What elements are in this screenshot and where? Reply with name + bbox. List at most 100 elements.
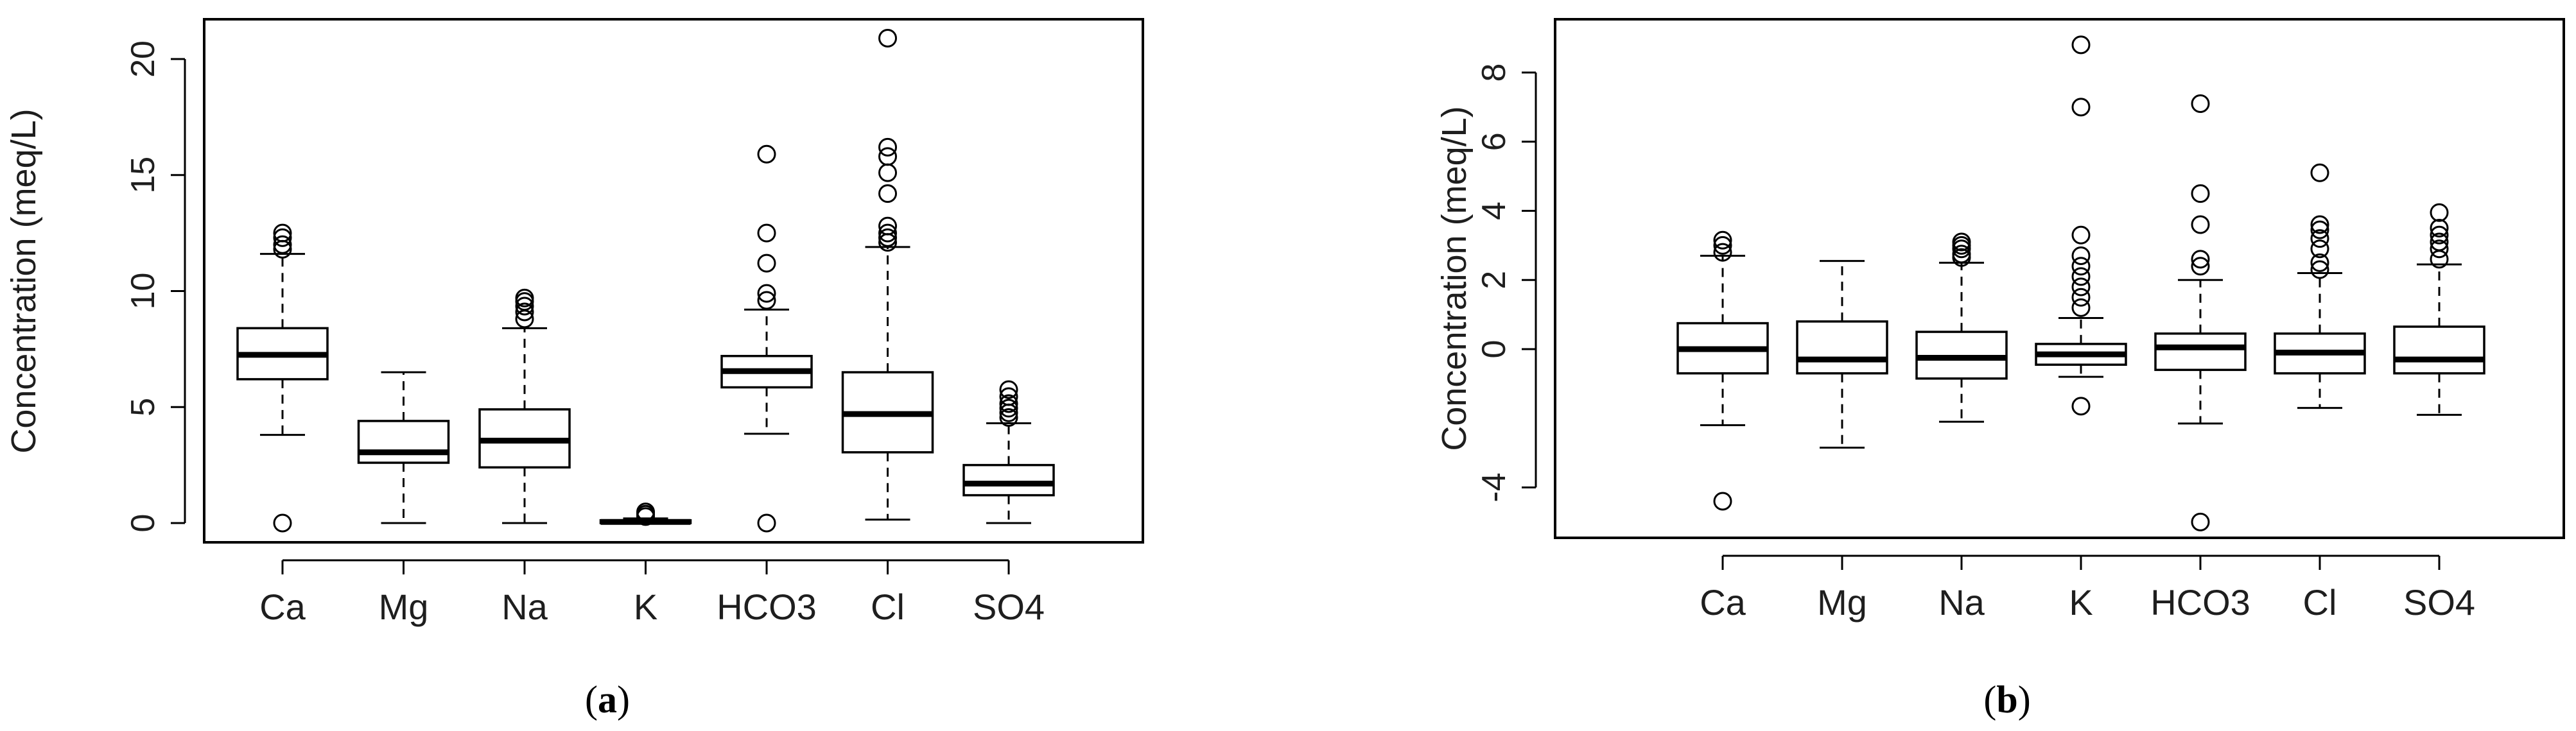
y-tick-label: -4 [1475, 472, 1513, 502]
iqr-box [2393, 325, 2485, 375]
x-tick-label: Mg [1817, 582, 1867, 623]
y-axis-title: Concentration (meq/L) [1435, 106, 1474, 451]
y-tick-label: 0 [1475, 340, 1513, 359]
outlier-point [515, 288, 534, 307]
outlier-point [273, 513, 292, 533]
box-k [599, 503, 692, 526]
outlier-point [2071, 298, 2091, 317]
outlier-point [2430, 232, 2449, 252]
outlier-point [2310, 229, 2329, 248]
iqr-box [1796, 320, 1888, 375]
panel-b: -4 0 2 4 6 8 Concentration (meq/L) Ca Mg Na K HCO3 C… [1435, 18, 2565, 721]
box-mg [1796, 260, 1888, 449]
y-tick-label: 0 [125, 514, 162, 533]
x-tick-label: Na [1938, 582, 1985, 623]
x-tick-label: Cl [871, 587, 905, 627]
outlier-point [999, 380, 1018, 399]
panel-label-letter: a [598, 678, 617, 721]
outlier-point [2071, 288, 2091, 307]
outlier-point [515, 297, 534, 316]
outlier-point [757, 291, 776, 310]
outlier-point [878, 137, 897, 157]
y-tick-label: 15 [125, 157, 162, 194]
panel-label-close: ) [2018, 678, 2031, 721]
iqr-box [357, 420, 450, 464]
outlier-point [878, 228, 897, 247]
outlier-point [2191, 215, 2210, 234]
box-cl [2274, 163, 2366, 409]
outlier-point [999, 408, 1018, 427]
iqr-box [962, 463, 1055, 497]
panel-label-close: ) [617, 678, 630, 721]
box-hco3 [720, 144, 813, 533]
outlier-point [1713, 236, 1732, 255]
panel-label: (a) [585, 678, 630, 721]
outlier-point [2310, 253, 2329, 272]
outlier-point [2191, 94, 2210, 113]
outlier-point [757, 284, 776, 303]
outlier-point [273, 228, 292, 247]
outlier-point [2430, 218, 2449, 237]
x-tick-label: HCO3 [2150, 582, 2250, 623]
x-tick-label: Mg [379, 587, 429, 627]
outlier-point [757, 223, 776, 243]
outlier-point [515, 302, 534, 322]
outlier-point [878, 184, 897, 203]
panel-a: 0 5 10 15 20 Concentration (meq/L) Ca Mg Na K HCO3… [4, 18, 1144, 721]
x-tick-label: Cl [2303, 582, 2337, 623]
outlier-point [2310, 215, 2329, 234]
y-tick-label: 2 [1475, 271, 1513, 289]
x-tick-label: Na [501, 587, 548, 627]
outlier-point [2191, 257, 2210, 276]
outlier-point [757, 254, 776, 273]
box-ca [236, 223, 329, 533]
x-tick-label: HCO3 [717, 587, 817, 627]
outlier-point [2071, 257, 2091, 276]
outlier-point [878, 28, 897, 47]
outlier-point [878, 216, 897, 236]
outlier-point [2430, 225, 2449, 245]
outlier-point [2071, 267, 2091, 286]
y-tick-label: 4 [1475, 202, 1513, 220]
y-tick-label: 8 [1475, 64, 1513, 82]
outlier-point [273, 235, 292, 254]
outlier-point [2310, 220, 2329, 239]
outlier-point [2071, 397, 2091, 416]
outlier-point [2310, 260, 2329, 279]
box-ca [1676, 230, 1769, 511]
outlier-point [999, 387, 1018, 406]
outlier-point [2310, 239, 2329, 259]
panel-label-open: ( [585, 678, 598, 721]
box-so4 [962, 380, 1055, 524]
outlier-point [2071, 277, 2091, 297]
x-tick-label: SO4 [973, 587, 1045, 627]
y-tick-label: 20 [125, 40, 162, 78]
box-hco3 [2154, 94, 2247, 531]
panel-label-letter: b [1996, 678, 2017, 721]
y-tick-label: 6 [1475, 132, 1513, 151]
panel-label-open: ( [1983, 678, 1996, 721]
outlier-point [878, 147, 897, 166]
panel-label: (b) [1983, 678, 2030, 721]
y-tick-label: 10 [125, 273, 162, 310]
box-na [478, 288, 571, 524]
x-tick-label: SO4 [2403, 582, 2475, 623]
outlier-point [2191, 512, 2210, 531]
outlier-point [999, 394, 1018, 413]
outlier-point [878, 163, 897, 182]
outlier-point [2071, 35, 2091, 55]
x-tick-label: Ca [259, 587, 306, 627]
box-k [2035, 35, 2127, 416]
x-tick-label: K [2069, 582, 2093, 623]
outlier-point [757, 144, 776, 164]
outlier-point [2071, 246, 2091, 266]
box-na [1915, 232, 2008, 423]
y-axis-title: Concentration (meq/L) [4, 108, 43, 453]
y-tick-label: 5 [125, 398, 162, 417]
outlier-point [1952, 245, 1971, 264]
outlier-point [2071, 98, 2091, 117]
outlier-point [2310, 163, 2329, 182]
box-so4 [2393, 203, 2485, 416]
box-cl [841, 28, 934, 521]
